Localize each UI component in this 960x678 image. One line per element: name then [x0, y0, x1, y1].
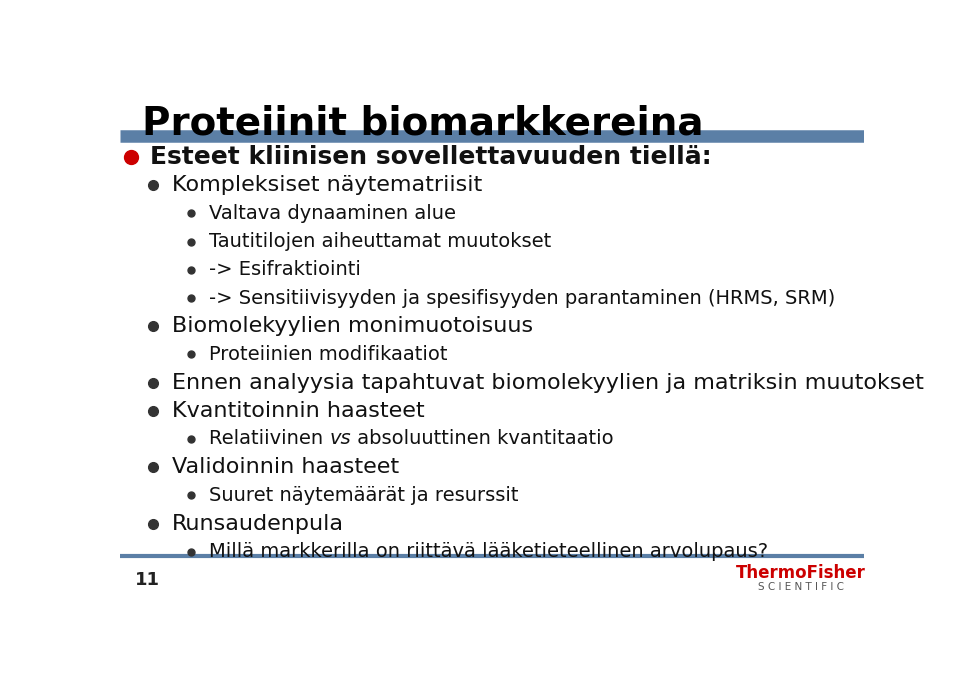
Text: Proteiinit biomarkkereina: Proteiinit biomarkkereina [142, 105, 704, 143]
Text: Valtava dynaaminen alue: Valtava dynaaminen alue [209, 204, 456, 223]
Text: ThermoFisher: ThermoFisher [735, 564, 866, 582]
Text: 11: 11 [134, 571, 160, 589]
Text: Biomolekyylien monimuotoisuus: Biomolekyylien monimuotoisuus [172, 316, 533, 336]
Text: Kompleksiset näytematriisit: Kompleksiset näytematriisit [172, 175, 482, 195]
Text: -> Sensitiivisyyden ja spesifisyyden parantaminen (HRMS, SRM): -> Sensitiivisyyden ja spesifisyyden par… [209, 289, 835, 308]
Text: Runsaudenpula: Runsaudenpula [172, 513, 344, 534]
Text: Ennen analyysia tapahtuvat biomolekyylien ja matriksin muutokset: Ennen analyysia tapahtuvat biomolekyylie… [172, 373, 924, 393]
Text: Millä markkerilla on riittävä lääketieteellinen arvolupaus?: Millä markkerilla on riittävä lääketiete… [209, 542, 768, 561]
Text: Kvantitoinnin haasteet: Kvantitoinnin haasteet [172, 401, 424, 421]
Text: Proteiinien modifikaatiot: Proteiinien modifikaatiot [209, 345, 447, 364]
Text: vs: vs [329, 429, 351, 448]
Text: Suuret näytemäärät ja resurssit: Suuret näytemäärät ja resurssit [209, 486, 518, 505]
Text: Validoinnin haasteet: Validoinnin haasteet [172, 457, 399, 477]
Text: S C I E N T I F I C: S C I E N T I F I C [757, 582, 844, 592]
Text: Tautitilojen aiheuttamat muutokset: Tautitilojen aiheuttamat muutokset [209, 232, 552, 251]
Text: Esteet kliinisen sovellettavuuden tiellä:: Esteet kliinisen sovellettavuuden tiellä… [150, 145, 711, 169]
Text: Relatiivinen: Relatiivinen [209, 429, 329, 448]
Text: absoluuttinen kvantitaatio: absoluuttinen kvantitaatio [351, 429, 613, 448]
Text: -> Esifraktiointi: -> Esifraktiointi [209, 260, 361, 279]
